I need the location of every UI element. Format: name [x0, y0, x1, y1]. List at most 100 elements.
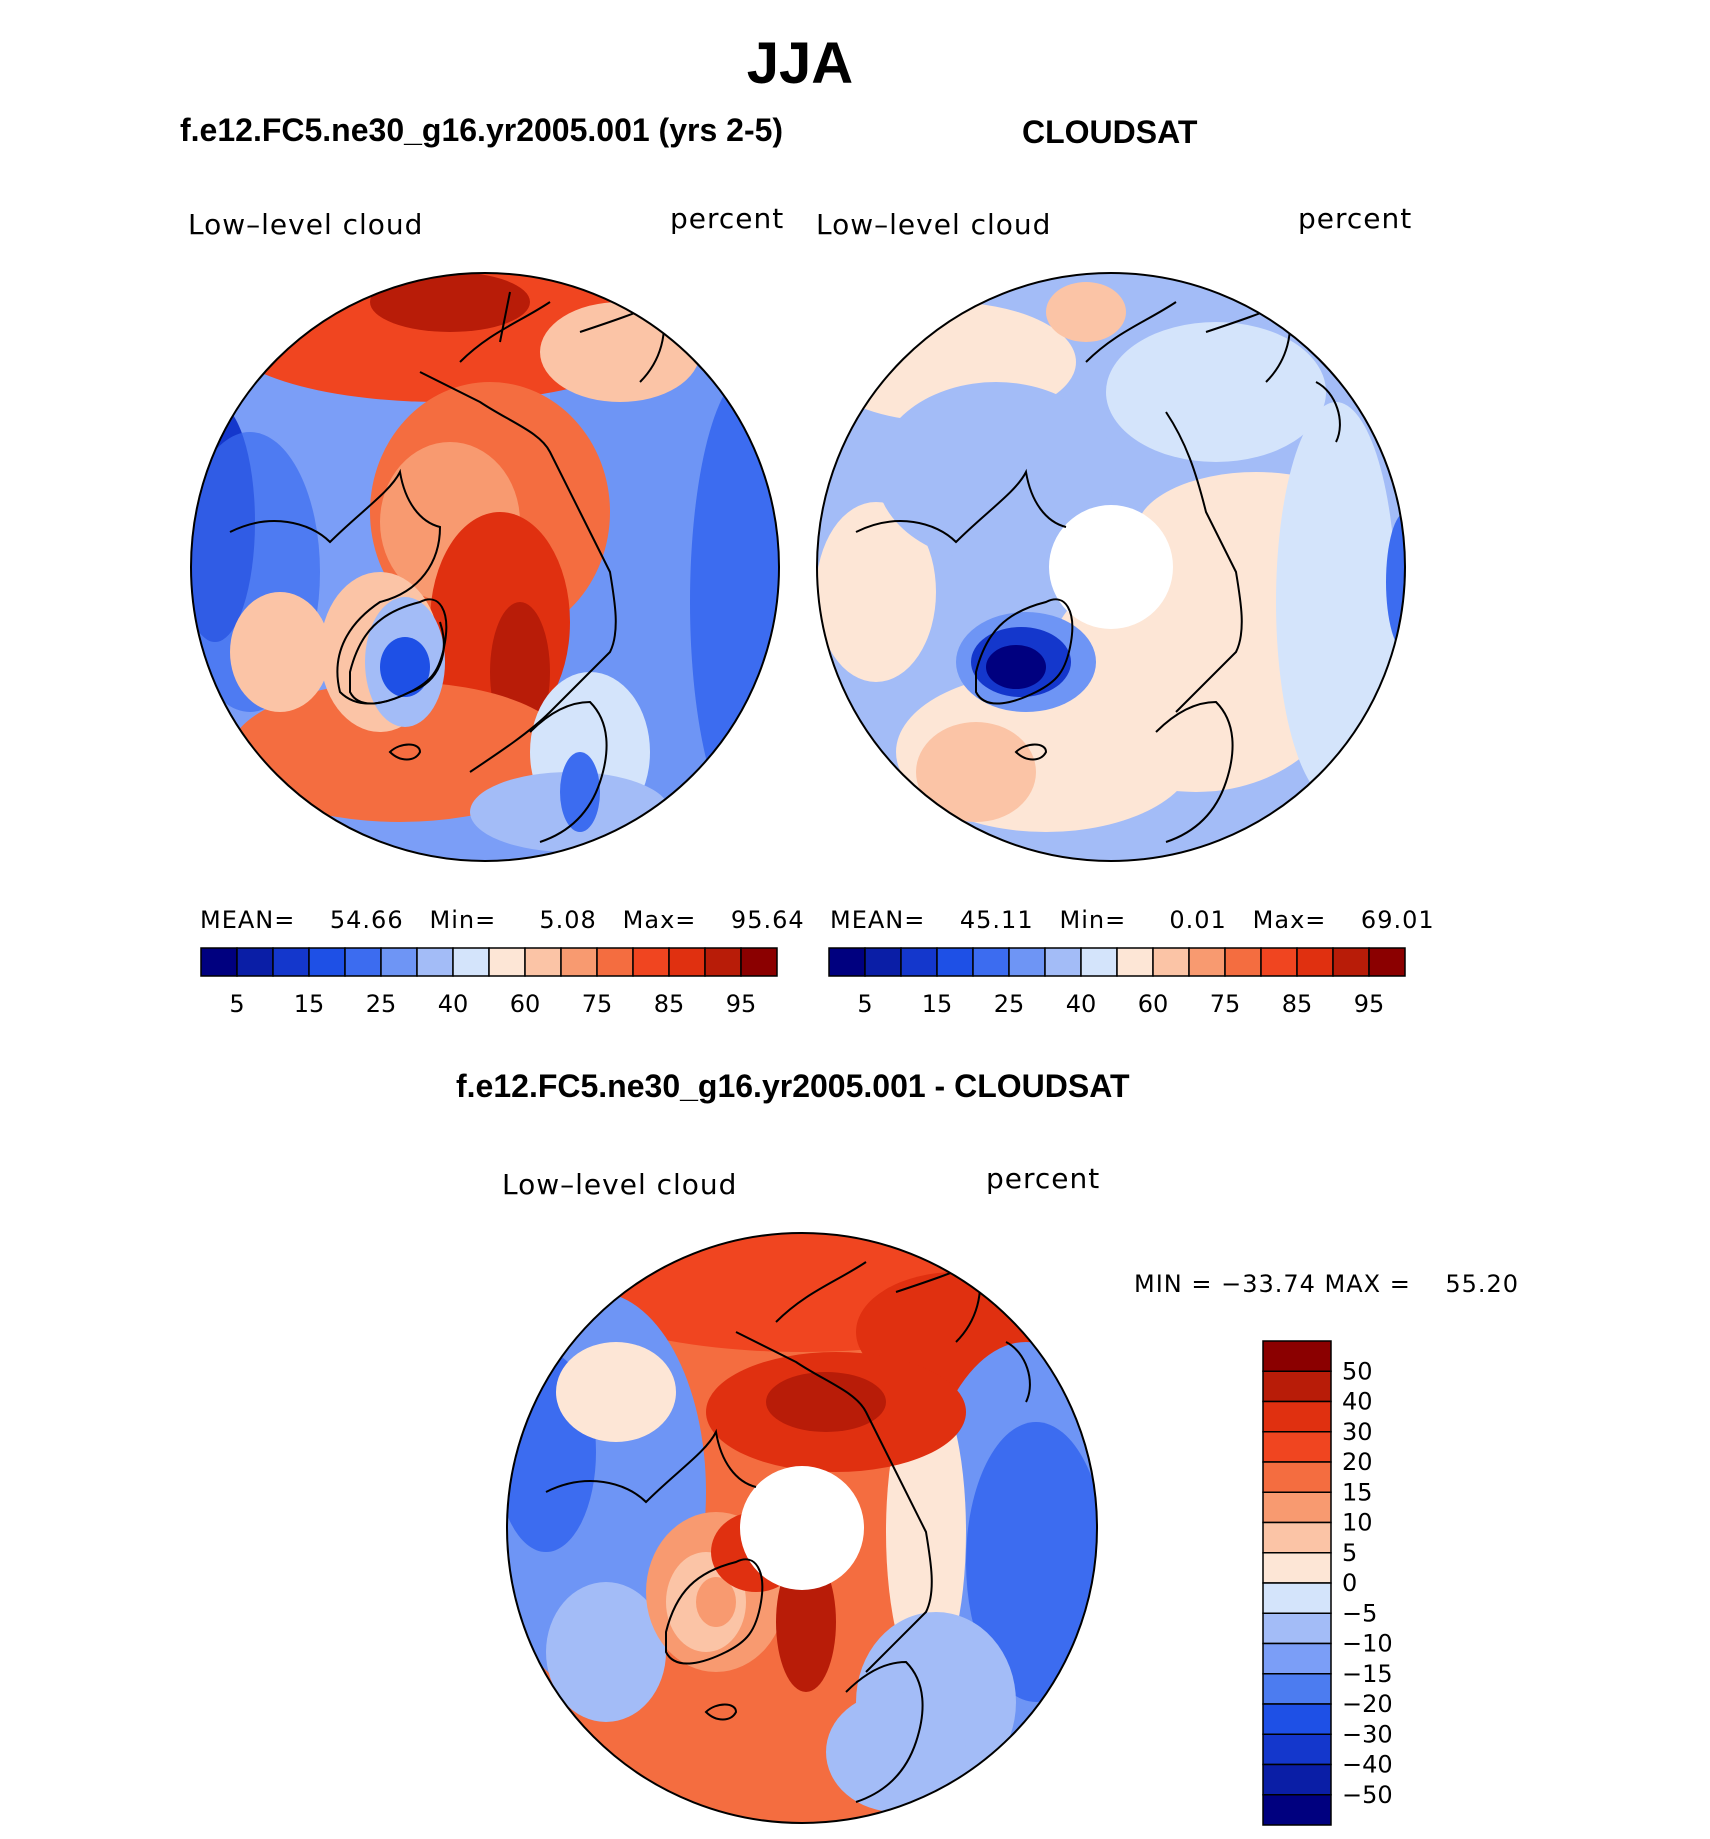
min-label: Min=	[1059, 906, 1127, 934]
model-variable-label: Low–level cloud	[188, 208, 424, 241]
colorbar-tick-label: −15	[1342, 1660, 1393, 1688]
colorbar-tick-label: 60	[1138, 990, 1169, 1018]
colorbar-swatch	[900, 947, 938, 977]
colorbar-swatch	[1262, 1552, 1332, 1584]
colorbar-swatch	[380, 947, 418, 977]
colorbar-tick-label: 40	[1066, 990, 1097, 1018]
colorbar-tick-label: 50	[1342, 1357, 1373, 1385]
colorbar-swatch	[1224, 947, 1262, 977]
colorbar-swatch	[740, 947, 778, 977]
colorbar-swatch	[488, 947, 526, 977]
colorbar-swatch	[972, 947, 1010, 977]
model-colorbar: 5 15 25 40 60 75 85 95	[200, 947, 778, 1018]
colorbar-swatch	[1262, 1763, 1332, 1796]
colorbar-swatch	[236, 947, 274, 977]
diff-panel-title: f.e12.FC5.ne30_g16.yr2005.001 - CLOUDSAT	[456, 1068, 1130, 1104]
colorbar-swatch	[828, 947, 866, 977]
min-label: Min=	[429, 906, 497, 934]
colorbar-swatch	[1262, 1703, 1332, 1735]
colorbar-tick-label: 15	[922, 990, 953, 1018]
colorbar-swatch	[1262, 1491, 1332, 1524]
colorbar-tick-label: 15	[294, 990, 325, 1018]
model-units-label: percent	[670, 202, 785, 235]
colorbar-swatch	[1332, 947, 1370, 977]
colorbar-swatch	[416, 947, 454, 977]
max-label: Max=	[1252, 906, 1327, 934]
colorbar-swatch	[1188, 947, 1226, 977]
obs-colorbar: 5 15 25 40 60 75 85 95	[828, 947, 1406, 1018]
colorbar-tick-label: 75	[1210, 990, 1241, 1018]
colorbar-tick-label: 30	[1342, 1418, 1373, 1446]
obs-panel-title: CLOUDSAT	[1022, 114, 1198, 150]
colorbar-tick-label: −10	[1342, 1630, 1393, 1658]
obs-units-label: percent	[1298, 202, 1413, 235]
colorbar-swatch	[1296, 947, 1334, 977]
colorbar-tick-label: 15	[1342, 1478, 1373, 1506]
obs-stats: MEAN= 45.11 Min= 0.01 Max= 69.01	[830, 906, 1435, 934]
max-label: Max=	[622, 906, 697, 934]
colorbar-swatch	[1152, 947, 1190, 977]
colorbar-tick-label: 85	[654, 990, 685, 1018]
mean-value: 54.66	[329, 906, 404, 934]
colorbar-swatch	[1262, 1794, 1332, 1826]
colorbar-swatch	[596, 947, 634, 977]
colorbar-tick-label: 25	[994, 990, 1025, 1018]
model-panel-title: f.e12.FC5.ne30_g16.yr2005.001 (yrs 2-5)	[180, 112, 784, 148]
colorbar-tick-label: 95	[726, 990, 757, 1018]
colorbar-tick-label: −20	[1342, 1690, 1393, 1718]
colorbar-swatch	[272, 947, 310, 977]
colorbar-swatch	[524, 947, 562, 977]
colorbar-swatch	[1368, 947, 1406, 977]
colorbar-swatch	[1262, 1461, 1332, 1493]
colorbar-tick-label: 95	[1354, 990, 1385, 1018]
colorbar-swatch	[1262, 1673, 1332, 1705]
colorbar-swatch	[668, 947, 706, 977]
colorbar-swatch	[1044, 947, 1082, 977]
obs-polar-map	[816, 272, 1406, 862]
colorbar-swatch	[1262, 1582, 1332, 1614]
model-stats: MEAN= 54.66 Min= 5.08 Max= 95.64	[200, 906, 805, 934]
colorbar-tick-label: 20	[1342, 1448, 1373, 1476]
colorbar-swatch	[1262, 1733, 1332, 1766]
colorbar-swatch	[200, 947, 238, 977]
colorbar-swatch	[560, 947, 598, 977]
colorbar-swatch	[1260, 947, 1298, 977]
colorbar-swatch	[1262, 1612, 1332, 1645]
colorbar-swatch	[308, 947, 346, 977]
diff-variable-label: Low–level cloud	[502, 1168, 738, 1201]
diff-minmax: MIN = −33.74 MAX = 55.20	[1134, 1270, 1520, 1298]
colorbar-swatch	[1080, 947, 1118, 977]
max-value: 95.64	[730, 906, 805, 934]
colorbar-tick-label: 60	[510, 990, 541, 1018]
colorbar-swatch	[1262, 1521, 1332, 1554]
colorbar-swatch	[1262, 1400, 1332, 1433]
figure-title: JJA	[746, 31, 854, 96]
colorbar-swatch	[452, 947, 490, 977]
colorbar-swatch	[632, 947, 670, 977]
obs-variable-label: Low–level cloud	[816, 208, 1052, 241]
mean-label: MEAN=	[200, 906, 296, 934]
colorbar-tick-label: −5	[1342, 1599, 1377, 1627]
colorbar-swatch	[936, 947, 974, 977]
diff-polar-map	[506, 1232, 1098, 1824]
colorbar-tick-label: −50	[1342, 1781, 1393, 1809]
colorbar-tick-label: 40	[1342, 1388, 1373, 1416]
colorbar-swatch	[1262, 1642, 1332, 1675]
colorbar-swatch	[704, 947, 742, 977]
colorbar-tick-label: 5	[229, 990, 244, 1018]
colorbar-tick-label: 0	[1342, 1569, 1357, 1597]
colorbar-swatch	[1262, 1340, 1332, 1372]
colorbar-swatch	[1116, 947, 1154, 977]
min-value: 5.08	[539, 906, 597, 934]
colorbar-tick-label: 40	[438, 990, 469, 1018]
mean-label: MEAN=	[830, 906, 926, 934]
colorbar-swatch	[864, 947, 902, 977]
max-value: 69.01	[1360, 906, 1435, 934]
colorbar-tick-label: 75	[582, 990, 613, 1018]
colorbar-tick-label: 5	[857, 990, 872, 1018]
colorbar-tick-label: 85	[1282, 990, 1313, 1018]
colorbar-tick-label: 10	[1342, 1509, 1373, 1537]
colorbar-tick-label: 5	[1342, 1539, 1357, 1567]
colorbar-tick-label: −30	[1342, 1720, 1393, 1748]
